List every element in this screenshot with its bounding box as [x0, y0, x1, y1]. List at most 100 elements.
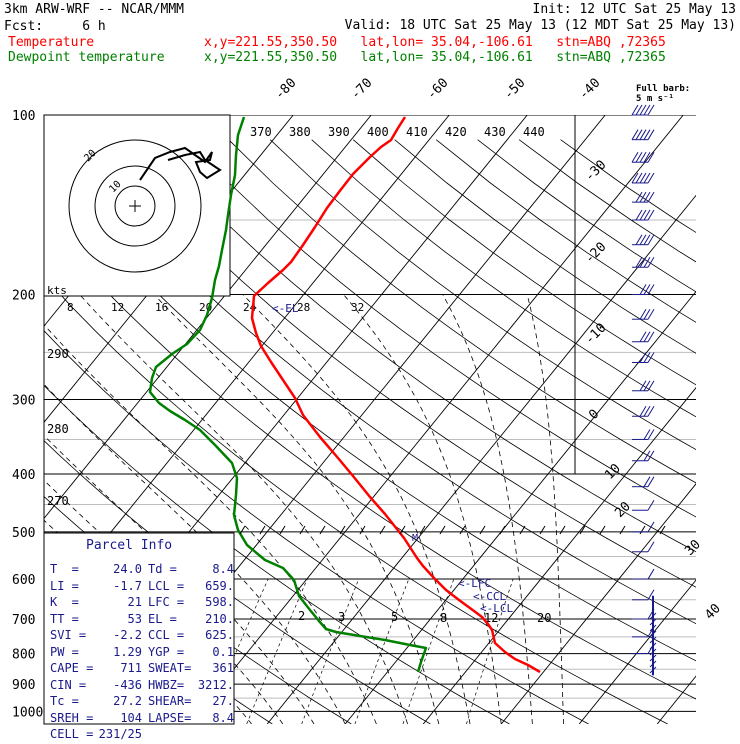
isotherm-label--30: -30	[582, 158, 609, 185]
theta-left-label-280: 280	[47, 422, 69, 436]
hatch-mark-1	[259, 525, 266, 535]
barb-flag-3-4	[631, 172, 639, 184]
barb-flag-11-2	[639, 352, 647, 363]
forecast-label: Fcst: 6 h	[4, 20, 106, 34]
temperature-label: Temperature	[8, 35, 95, 50]
parcel-row: PW = 1.29 YGP = 0.1	[50, 645, 234, 659]
parcel-value: 231/25	[98, 727, 142, 741]
parcel-key-2: YGP =	[148, 644, 185, 659]
mixing-ratio-label-20: 20	[537, 611, 551, 625]
barb-flag-3-1	[643, 172, 651, 184]
isotherm-30	[500, 483, 696, 724]
parcel-value: 27.2	[113, 694, 142, 708]
barb-flag-7-2	[639, 256, 647, 268]
pressure-label-500: 500	[12, 526, 35, 541]
hodograph-ring-2	[68, 139, 202, 273]
dry-adiabat-410	[311, 139, 696, 418]
latlon-text-2: lat,lon= 35.04,-106.61	[360, 50, 533, 65]
barb-flag-12-0	[647, 380, 655, 392]
barb-flag-10-0	[647, 331, 655, 343]
moist-adiabat-18	[79, 294, 408, 724]
pressure-label-300: 300	[12, 394, 35, 409]
barb-flag-12-2	[639, 380, 647, 392]
parcel-key: CIN =	[50, 677, 87, 692]
dry-adiabat-400	[269, 139, 696, 451]
barb-flag-14-1	[643, 429, 651, 440]
isotherm--10	[188, 115, 684, 724]
hatch-mark-7	[379, 525, 386, 535]
isotherm-40	[578, 579, 696, 724]
parcel-row: TT = 53 EL = 210.	[50, 612, 234, 626]
hodograph-ring-0	[114, 185, 156, 227]
parcel-value-2: 361	[212, 661, 234, 675]
barb-flag-0-4	[631, 104, 639, 116]
dry-adiabat-370	[145, 139, 696, 553]
barb-flag-4-3	[635, 191, 643, 203]
barb-flag-5-1	[643, 209, 651, 221]
moist-adiabat-34	[442, 294, 533, 724]
parcel-key-2: EL =	[148, 611, 177, 626]
theta-label-440: 440	[523, 125, 545, 139]
parcel-value-2: 210.	[205, 611, 234, 626]
barb-flag-4-0	[647, 191, 655, 203]
barb-flag-10-2	[639, 331, 647, 343]
barb-flag-11-0	[647, 352, 655, 363]
parcel-row: Tc = 27.2 SHEAR= 27.	[50, 694, 234, 708]
parcel-row: CIN = -436 HWBZ= 3212.	[50, 678, 234, 692]
hatch-mark-6	[359, 525, 366, 535]
moist-adiabat-14	[44, 324, 377, 724]
parcel-key: SVI =	[50, 628, 87, 642]
pressure-label-600: 600	[12, 573, 35, 588]
barb-flag-8-1	[643, 284, 651, 295]
barb-flag-8-0	[647, 284, 655, 295]
theta-label-400: 400	[367, 125, 389, 139]
hatch-mark-9	[419, 525, 426, 535]
fcst-value: 6 h	[82, 19, 106, 34]
isotherm-label--20: -20	[582, 240, 609, 267]
parcel-value: 104	[120, 710, 142, 725]
pressure-label-1000: 1000	[12, 705, 43, 720]
parcel-row: LI = -1.7 LCL = 659.	[50, 579, 234, 593]
temperature-trace	[250, 116, 541, 674]
dewpoint-label: Dewpoint temperature	[8, 50, 165, 65]
pressure-label-400: 400	[12, 468, 35, 483]
barb-flag-0-3	[635, 104, 643, 116]
parcel-info-box	[43, 532, 235, 725]
parcel-row: SREH = 104 LAPSE= 8.4	[50, 711, 234, 725]
parcel-value: 24.0	[113, 562, 142, 576]
mixing-ratio-5	[301, 578, 360, 724]
parcel-key-2: Td =	[148, 562, 177, 576]
barb-flag-2-0	[647, 151, 655, 163]
theta-label-420: 420	[445, 125, 467, 139]
barb-flag-1-1	[643, 129, 651, 140]
hatch-mark-20	[639, 525, 646, 535]
barb-flag-17-0	[647, 499, 655, 511]
lcl-label: <-LCL	[480, 602, 513, 615]
isotherm-label-40: 40	[702, 601, 724, 623]
isotherm-10	[344, 290, 696, 724]
hatch-mark-3	[299, 525, 306, 535]
parcel-key: CAPE =	[50, 661, 94, 675]
parcel-key-2: LCL =	[148, 578, 185, 593]
barb-flag-12-1	[643, 380, 651, 392]
barb-flag-11-1	[643, 352, 651, 363]
parcel-value: 1.29	[113, 644, 142, 659]
barb-flag-16-1	[643, 476, 651, 487]
dry-adiabat-330	[44, 222, 696, 700]
parcel-value-2: 659.	[205, 578, 234, 593]
dry-adiabat-390	[228, 139, 696, 484]
barb-legend-line2: 5 m s⁻¹	[636, 94, 674, 104]
isotherm-20	[422, 387, 696, 724]
barb-flag-13-0	[647, 405, 655, 417]
wind-barbs	[631, 104, 657, 676]
speed-label-28: 28	[297, 301, 310, 314]
barb-flag-9-1	[643, 308, 651, 320]
parcel-key: T =	[50, 562, 79, 576]
isotherm--50	[44, 115, 372, 520]
barb-flag-3-3	[635, 172, 643, 184]
barb-flag-13-1	[643, 405, 651, 417]
barb-legend: Full barb: 5 m s⁻¹	[636, 84, 690, 104]
hodograph-ring-1	[94, 165, 176, 247]
hatch-mark-19	[619, 525, 626, 535]
station-text-2: stn=ABQ ,72365	[556, 50, 666, 65]
